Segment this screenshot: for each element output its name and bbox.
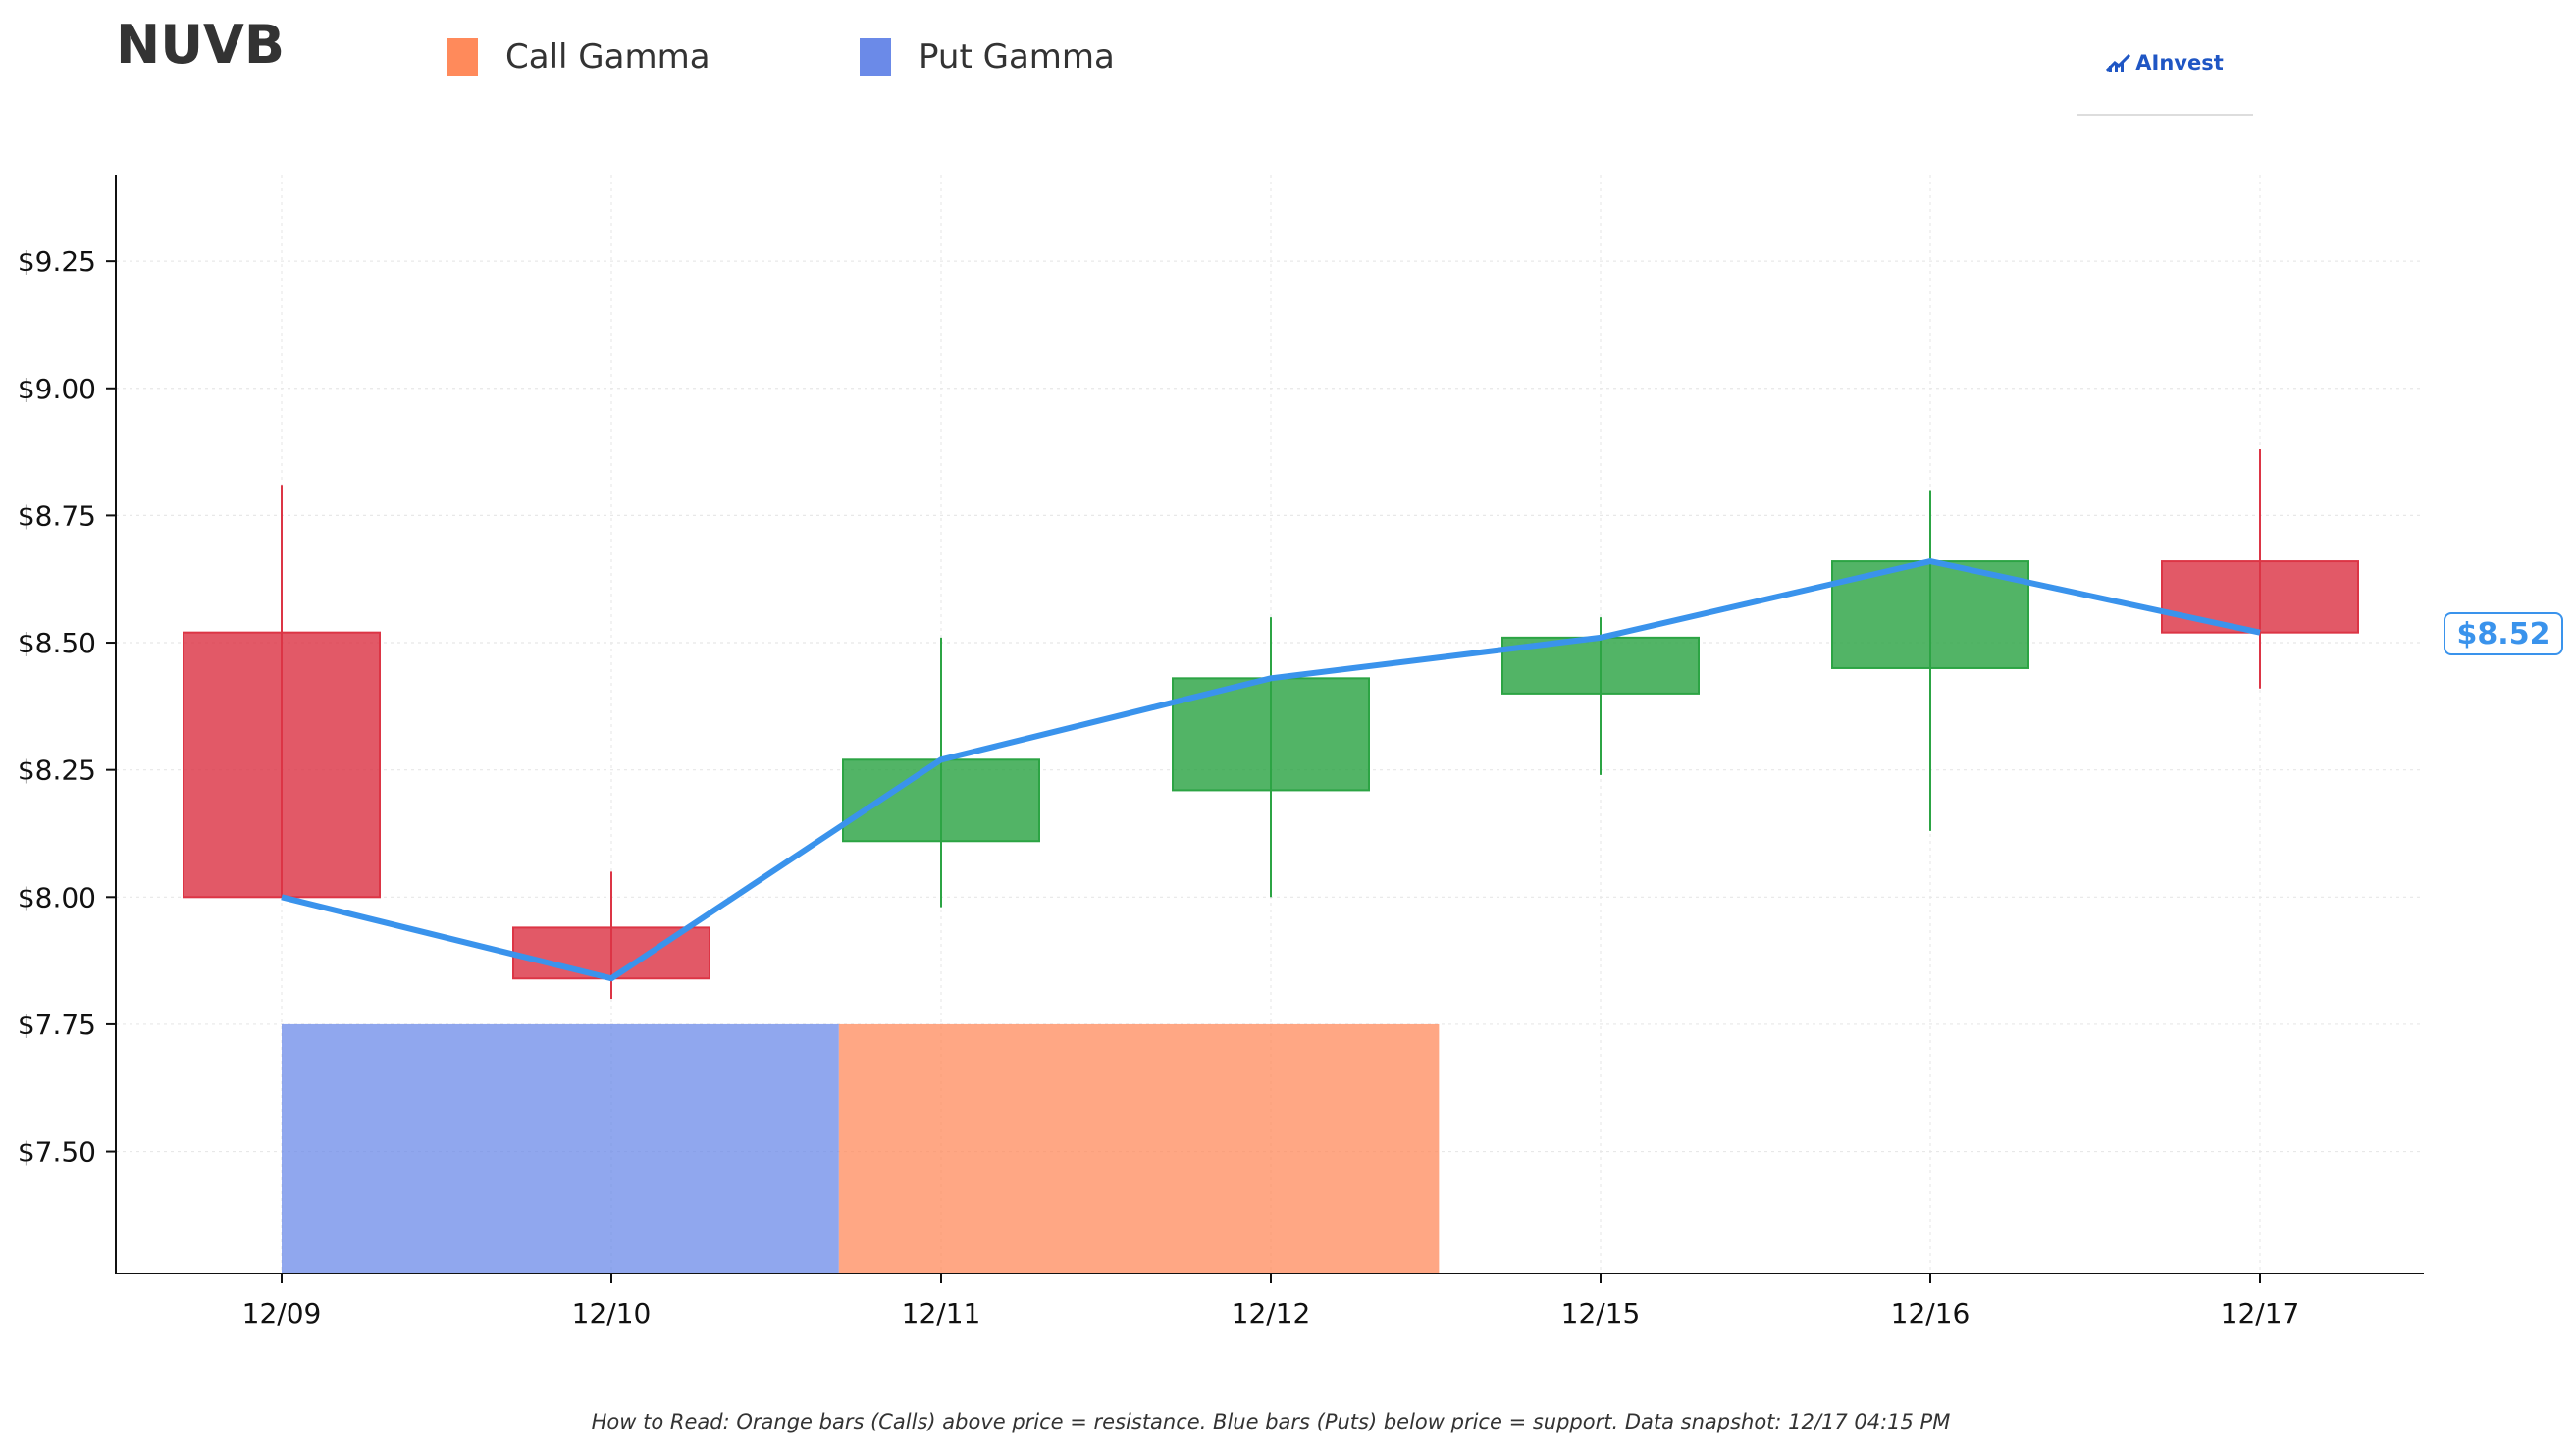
legend-call-label: Call Gamma	[505, 37, 710, 77]
candle-body	[183, 631, 381, 899]
x-tick-label: 12/17	[2221, 1297, 2300, 1329]
close-line	[281, 558, 2261, 982]
brand-name: AInvest	[2135, 51, 2224, 75]
footnote: How to Read: Orange bars (Calls) above p…	[591, 1410, 1951, 1433]
x-tick-label: 12/15	[1561, 1297, 1641, 1329]
put-gamma-bar	[282, 1023, 839, 1274]
y-tick-label: $7.50	[18, 1136, 96, 1169]
y-tick-label: $9.00	[18, 373, 96, 405]
x-tick-label: 12/16	[1891, 1297, 1971, 1329]
y-tick-label: $8.50	[18, 627, 96, 659]
y-tick-label: $9.25	[18, 245, 96, 278]
x-tick-label: 12/12	[1232, 1297, 1311, 1329]
close-price-line	[281, 558, 2261, 982]
brand-chart-icon	[2106, 53, 2131, 73]
legend-call-swatch	[447, 38, 478, 76]
x-tick-label: 12/11	[902, 1297, 981, 1329]
current-price-label: $8.52	[2444, 612, 2563, 655]
x-tick-label: 12/10	[572, 1297, 652, 1329]
gamma-bars	[282, 1023, 1440, 1274]
candle-body	[2161, 560, 2359, 634]
brand-logo: AInvest	[2077, 39, 2253, 116]
legend-put-swatch	[860, 38, 891, 76]
axes: $7.50 $7.75 $8.00 $8.25 $8.50 $8.75 $9.00 $9.25…	[18, 175, 2424, 1329]
legend-put-label: Put Gamma	[919, 37, 1115, 77]
call-gamma-bar	[838, 1023, 1440, 1274]
y-tick-label: $8.00	[18, 881, 96, 913]
legend-call-gamma: Call Gamma	[447, 37, 710, 77]
candles	[183, 449, 2359, 999]
legend-put-gamma: Put Gamma	[860, 37, 1115, 77]
y-tick-label: $7.75	[18, 1009, 96, 1041]
x-tick-label: 12/09	[242, 1297, 322, 1329]
candle-body	[842, 758, 1040, 843]
y-tick-label: $8.75	[18, 499, 96, 532]
ticker-title: NUVB	[116, 14, 285, 76]
y-tick-label: $8.25	[18, 754, 96, 787]
